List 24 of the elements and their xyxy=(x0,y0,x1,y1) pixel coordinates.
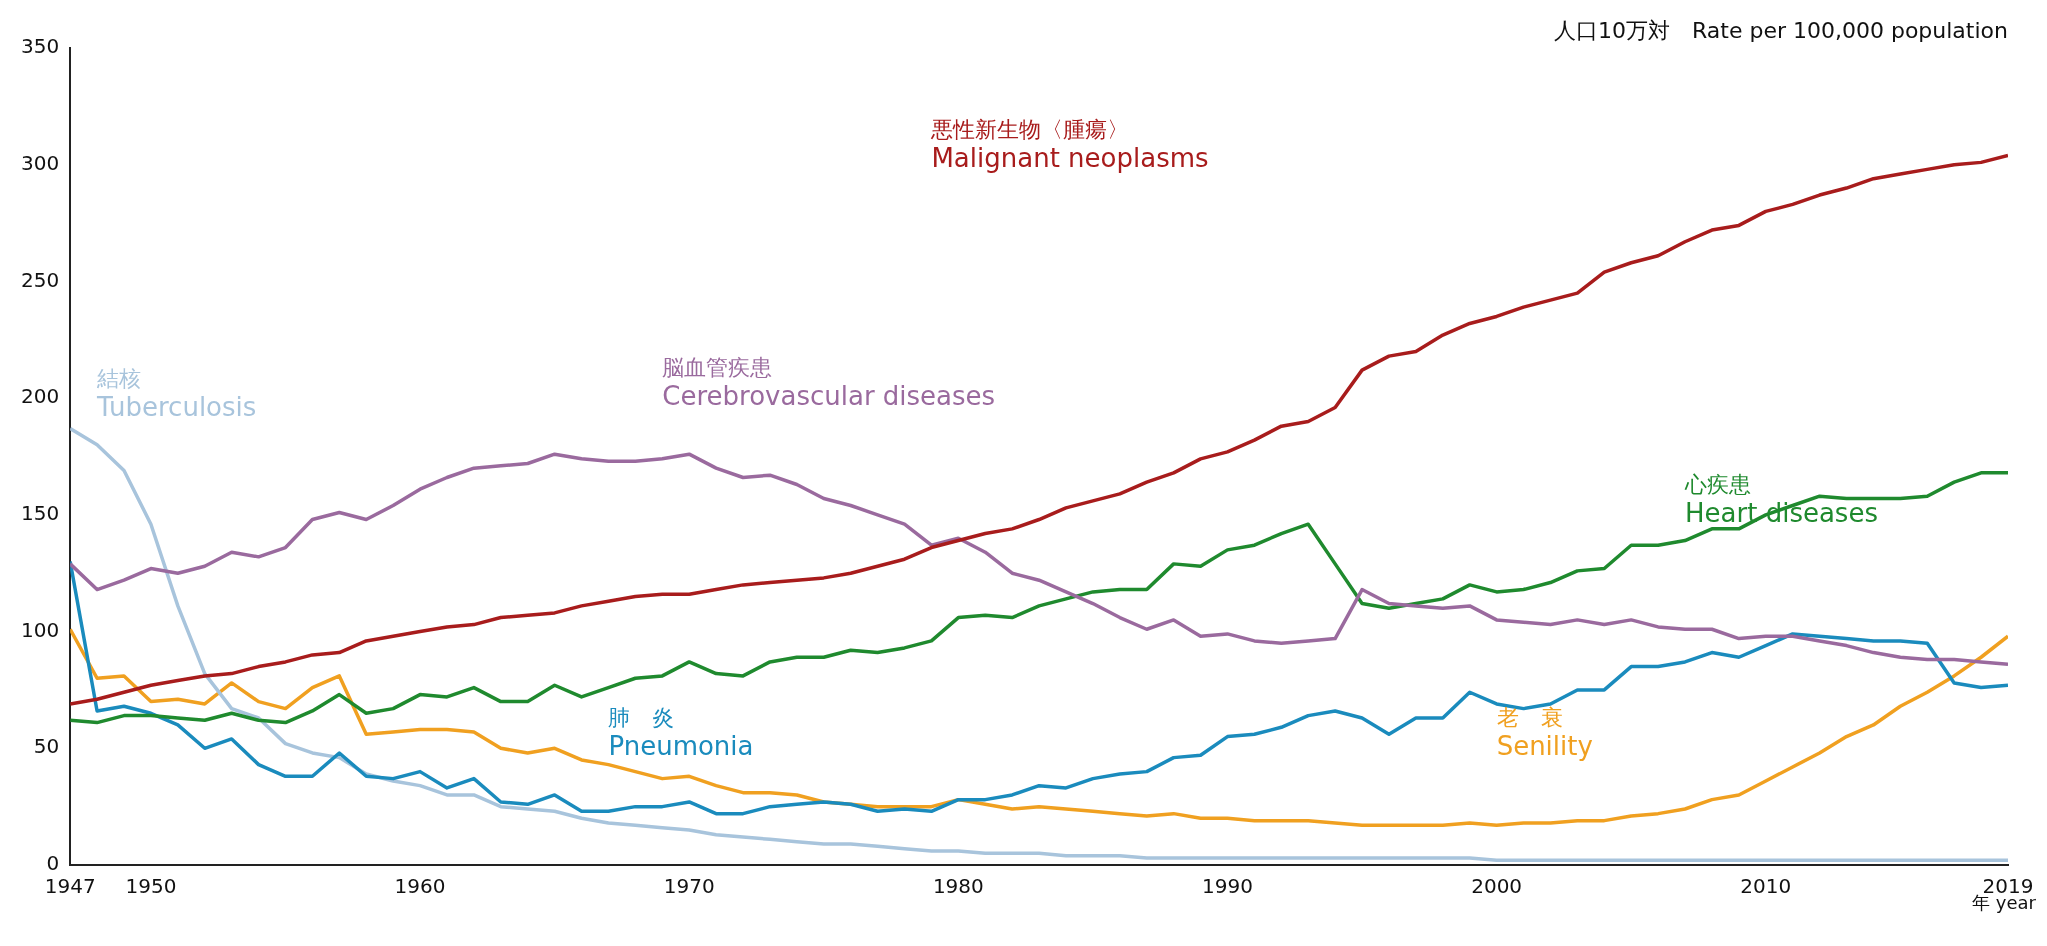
y-tick-label: 350 xyxy=(20,34,60,59)
y-tick-label: 100 xyxy=(20,617,60,642)
x-tick-label: 1970 xyxy=(663,874,715,899)
x-tick-label: 2000 xyxy=(1471,874,1523,899)
x-tick-label: 1960 xyxy=(394,874,446,899)
y-tick-label: 200 xyxy=(20,384,60,409)
y-tick-label: 300 xyxy=(20,150,60,175)
y-tick-label: 150 xyxy=(20,501,60,526)
x-tick-label: 1947 xyxy=(44,874,96,899)
y-axis-title: 人口10万対 Rate per 100,000 population xyxy=(1553,18,2008,43)
x-tick-label: 1990 xyxy=(1202,874,1253,899)
y-tick-label: 250 xyxy=(20,267,60,292)
series-label: 肺 炎 Pneumonia xyxy=(608,704,754,761)
text: 悪性新生物〈腫瘍〉 Malignant neoplasms xyxy=(930,116,1209,173)
y-tick-label: 50 xyxy=(33,734,60,759)
x-tick-label: 2010 xyxy=(1740,874,1792,899)
x-tick-label: 1980 xyxy=(932,874,984,899)
series-label: 結核 Tuberculosis xyxy=(96,366,257,423)
series-label: 脳血管疾患 Cerebrovascular diseases xyxy=(662,354,996,411)
series-label: 心疾患 Heart diseases xyxy=(1684,471,1878,528)
x-tick-label: 2019 xyxy=(1982,874,2034,899)
text: 老 衰 Senility xyxy=(1496,704,1593,761)
x-tick-label: 1950 xyxy=(125,874,177,899)
y-tick-label: 0 xyxy=(46,851,60,876)
